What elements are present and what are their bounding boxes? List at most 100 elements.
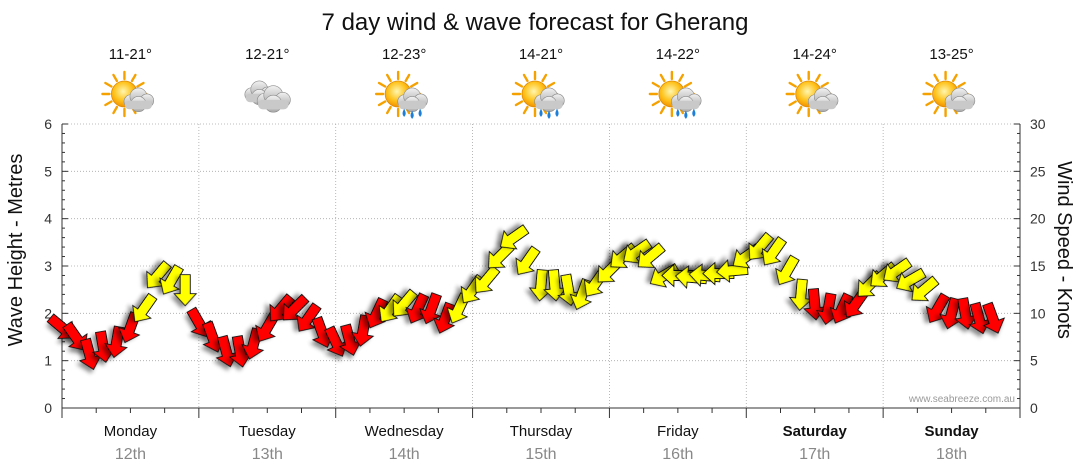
sun-ray	[104, 81, 113, 88]
sun-ray	[104, 100, 113, 107]
sun-ray	[522, 73, 529, 83]
y-tick-label-left: 5	[44, 163, 52, 179]
wind-arrow	[132, 292, 158, 323]
y-tick-label-right: 15	[1030, 258, 1046, 274]
wind-arrow	[324, 325, 349, 357]
sun-ray	[651, 100, 661, 107]
sun-ray	[541, 73, 548, 83]
cloud-shape	[944, 87, 976, 113]
y-tick-label-left: 0	[44, 400, 52, 416]
sun-ray	[404, 73, 411, 83]
sun-ray	[788, 81, 797, 88]
sun-ray	[514, 81, 524, 88]
rain-drops	[402, 108, 422, 119]
rain-drop	[676, 108, 680, 117]
day-date-label: 13th	[252, 446, 283, 463]
cloud-shape	[123, 87, 155, 113]
sun-ray	[925, 81, 934, 88]
wind-arrow	[269, 293, 296, 322]
y-tick-label-right: 0	[1030, 400, 1038, 416]
wind-arrow	[775, 254, 800, 286]
wind-arrow	[296, 302, 322, 332]
sun-ray	[957, 81, 966, 88]
rain-drops	[676, 108, 696, 119]
wind-arrow	[637, 242, 666, 268]
sun-ray	[820, 81, 829, 88]
rain-drop	[692, 108, 696, 117]
cloud-shape	[397, 87, 428, 113]
cloud-base	[258, 99, 289, 110]
wind-arrow	[954, 297, 978, 330]
wind-arrow	[173, 274, 198, 307]
y-tick-label-right: 10	[1030, 305, 1046, 321]
day-date-label: 17th	[799, 446, 830, 463]
sun-ray	[385, 73, 392, 83]
y-tick-label-right: 20	[1030, 211, 1046, 227]
y-tick-label-left: 6	[44, 116, 52, 132]
y-axis-right-title: Wind Speed - Knots	[1053, 161, 1075, 339]
day-temperature-range: 14-24°	[793, 46, 837, 63]
rain-drop	[547, 110, 551, 119]
cloud-shape	[807, 87, 839, 113]
sun-ray	[522, 105, 529, 115]
day-date-label: 18th	[936, 446, 967, 463]
sun-ray	[377, 100, 387, 107]
sun-ray	[659, 105, 666, 115]
sun-cloud-rain-icon	[648, 70, 702, 119]
y-tick-label-left: 4	[44, 211, 52, 227]
cloud-base	[124, 100, 153, 110]
wind-arrow	[982, 301, 1006, 334]
wind-arrow-series	[46, 224, 1006, 371]
sun-cloud-icon	[922, 70, 976, 118]
day-name-label: Saturday	[783, 423, 848, 440]
day-temperature-range: 11-21°	[109, 46, 152, 63]
rain-drop	[684, 110, 688, 119]
y-tick-label-right: 25	[1030, 163, 1046, 179]
day-temperature-range: 14-21°	[519, 46, 563, 63]
day-date-label: 12th	[115, 446, 146, 463]
cloud-shape	[671, 87, 702, 113]
wind-arrow	[282, 293, 310, 321]
sun-ray	[815, 73, 821, 83]
wind-arrow	[748, 231, 775, 260]
sun-ray	[659, 73, 666, 83]
wind-arrow	[788, 278, 813, 312]
day-name-label: Wednesday	[365, 423, 444, 440]
cloud-base	[945, 100, 974, 110]
wind-arrow	[378, 292, 404, 323]
axes: 0 1 2 3 4 5 6 0 5 10 15 20 25 30	[44, 116, 1046, 418]
cloud-base	[672, 100, 700, 110]
wind-arrow	[146, 260, 172, 289]
wind-arrow	[515, 245, 541, 275]
day-date-label: 15th	[525, 446, 556, 463]
sun-cloud-rain-icon	[374, 70, 428, 119]
rain-drop	[555, 108, 559, 117]
day-temperature-range: 12-21°	[245, 46, 289, 63]
rain-drop	[539, 108, 543, 117]
y-tick-label-left: 2	[44, 305, 52, 321]
sun-ray	[130, 73, 137, 83]
rain-drop	[402, 108, 406, 117]
day-temperature-range: 13-25°	[929, 46, 973, 63]
plot-area: 0 1 2 3 4 5 6 0 5 10 15 20 25 30	[44, 116, 1046, 418]
x-axis-day-labels: Monday 12th Tuesday 13th Wednesday 14th Thursd…	[104, 423, 980, 463]
wind-arrow	[883, 257, 913, 283]
y-tick-label-right: 5	[1030, 353, 1038, 369]
sun-ray	[796, 105, 803, 115]
cloud-icon	[244, 80, 291, 113]
wind-arrow	[338, 323, 362, 356]
y-tick-label-right: 30	[1030, 116, 1046, 132]
wind-arrow	[761, 236, 788, 266]
y-axis-left-title: Wave Height - Metres	[5, 154, 27, 347]
wind-arrow	[350, 314, 375, 347]
sun-ray	[377, 81, 387, 88]
chart-title: 7 day wind & wave forecast for Gherang	[322, 9, 749, 36]
day-temperature-range: 12-23°	[382, 46, 426, 63]
wind-arrow	[499, 224, 530, 250]
wind-arrow	[911, 275, 940, 302]
sun-ray	[788, 100, 797, 107]
sun-ray	[651, 81, 661, 88]
wind-arrow	[418, 292, 442, 325]
cloud-base	[809, 100, 837, 110]
